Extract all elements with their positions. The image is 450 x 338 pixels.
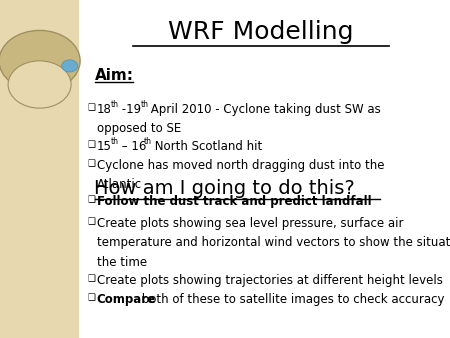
Circle shape: [62, 60, 78, 72]
Text: Aim:: Aim:: [94, 68, 134, 82]
Text: Compare: Compare: [97, 293, 156, 306]
Text: ❑: ❑: [88, 274, 96, 283]
Text: ❑: ❑: [88, 217, 96, 226]
Text: North Scotland hit: North Scotland hit: [151, 140, 262, 153]
Text: Create plots showing sea level pressure, surface air: Create plots showing sea level pressure,…: [97, 217, 403, 230]
Text: temperature and horizontal wind vectors to show the situation at: temperature and horizontal wind vectors …: [97, 236, 450, 249]
Text: opposed to SE: opposed to SE: [97, 122, 181, 135]
Text: ❑: ❑: [88, 159, 96, 168]
Text: both of these to satellite images to check accuracy: both of these to satellite images to che…: [138, 293, 445, 306]
Text: ❑: ❑: [88, 293, 96, 302]
Text: th: th: [140, 100, 148, 109]
Bar: [0, 0, 79, 338]
Text: th: th: [144, 137, 152, 146]
Text: ❑: ❑: [88, 103, 96, 112]
Circle shape: [0, 30, 80, 91]
Text: Create plots showing trajectories at different height levels: Create plots showing trajectories at dif…: [97, 274, 443, 287]
Text: th: th: [111, 100, 119, 109]
Circle shape: [8, 61, 71, 108]
Text: Cyclone has moved north dragging dust into the: Cyclone has moved north dragging dust in…: [97, 159, 384, 172]
Text: ❑: ❑: [88, 140, 96, 149]
Text: April 2010 - Cyclone taking dust SW as: April 2010 - Cyclone taking dust SW as: [147, 103, 381, 116]
Text: How am I going to do this?: How am I going to do this?: [94, 179, 355, 198]
Text: ❑: ❑: [88, 195, 96, 204]
Text: – 16: – 16: [118, 140, 147, 153]
Text: 15: 15: [97, 140, 112, 153]
Text: Follow the dust track and predict landfall: Follow the dust track and predict landfa…: [97, 195, 371, 208]
Text: 18: 18: [97, 103, 112, 116]
Text: th: th: [111, 137, 119, 146]
Text: the time: the time: [97, 256, 147, 268]
Text: WRF Modelling: WRF Modelling: [168, 20, 354, 44]
Text: Atlantic: Atlantic: [97, 178, 142, 191]
Text: -19: -19: [118, 103, 141, 116]
